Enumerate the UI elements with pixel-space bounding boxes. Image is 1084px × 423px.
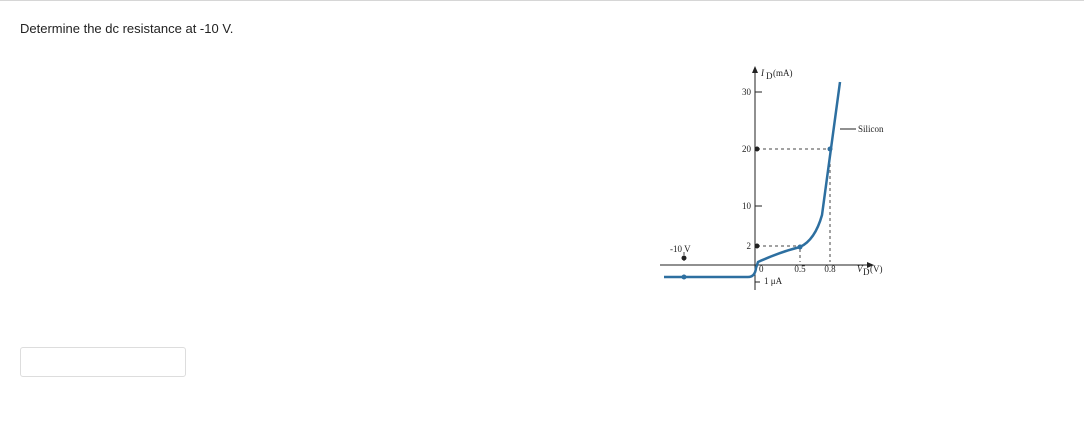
y-axis-unit: (mA) [773, 68, 793, 78]
x-arrow [867, 262, 874, 268]
y-tick-label: 2 [747, 241, 752, 251]
divider [0, 0, 1084, 1]
y-axis-subscript: D [766, 71, 773, 81]
answer-input[interactable] [20, 347, 186, 377]
axes [660, 70, 870, 290]
x-tick-label: 0.5 [794, 264, 806, 274]
x-axis-symbol: V [857, 264, 864, 274]
curve-label: Silicon [858, 124, 884, 134]
y-tick-label: 10 [742, 201, 752, 211]
reverse-voltage-label: -10 V [670, 244, 691, 254]
x-axis-subscript: D [863, 267, 870, 277]
diode-curve [664, 81, 842, 279]
x-tick-label: 0.8 [824, 264, 836, 274]
markers [681, 146, 760, 261]
points [681, 146, 833, 280]
origin-label: 0 [759, 264, 764, 274]
y-arrow [752, 66, 758, 73]
question-text: Determine the dc resistance at -10 V. [20, 21, 234, 36]
guides [683, 148, 831, 262]
y-tick-label: 20 [742, 144, 752, 154]
x-axis-unit: (V) [870, 264, 883, 274]
y-axis-symbol: I [760, 68, 765, 78]
y-tick-label: 30 [742, 87, 752, 97]
reverse-current-label: 1 μA [764, 276, 783, 286]
